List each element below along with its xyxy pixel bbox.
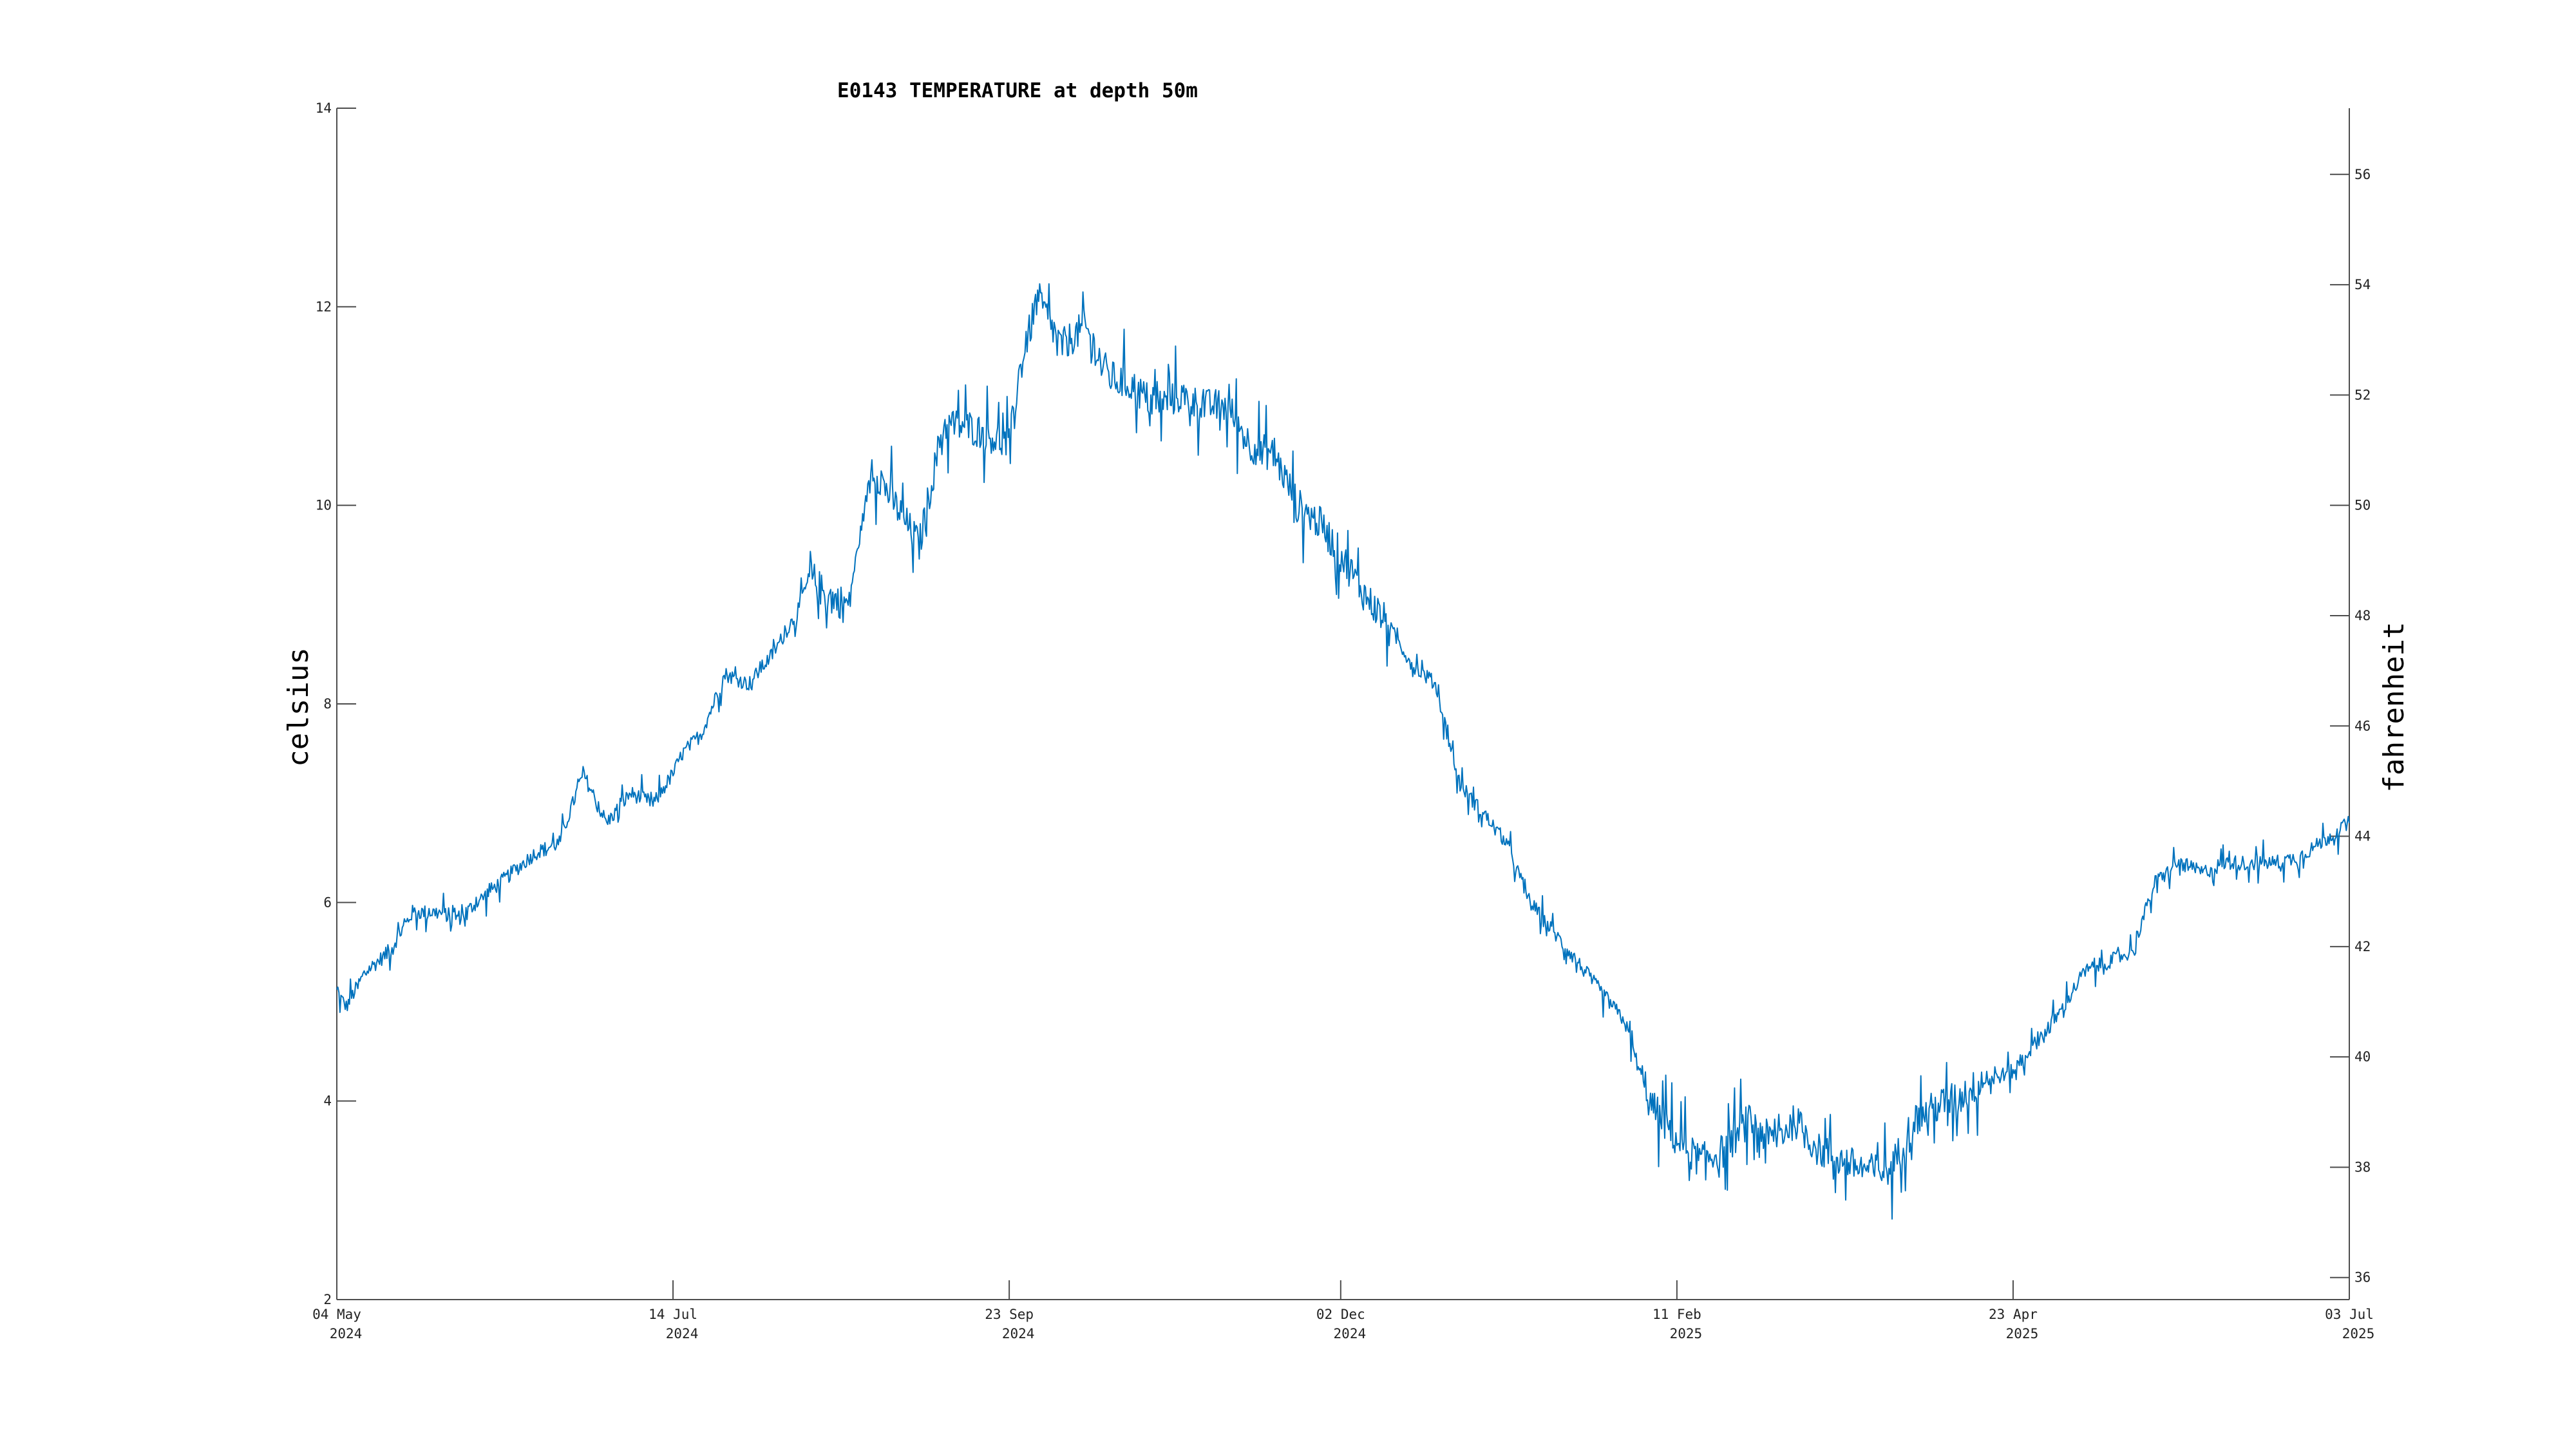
chart-title: E0143 TEMPERATURE at depth 50m (837, 79, 1198, 102)
y2-tick-label: 52 (2354, 387, 2371, 402)
x-tick-label: 14 Jul (649, 1307, 697, 1322)
y2-tick-label: 56 (2354, 167, 2371, 182)
temperature-series-line (336, 283, 2350, 1220)
y2-tick-label: 36 (2354, 1270, 2371, 1285)
y-tick-label: 2 (323, 1292, 332, 1307)
y-axis-label-fahrenheit: fahrenheit (2378, 622, 2410, 793)
x-tick-year-label: 2024 (1334, 1326, 1367, 1341)
y-tick-label: 10 (316, 498, 332, 513)
x-tick-label: 02 Dec (1316, 1307, 1365, 1322)
y2-tick-label: 42 (2354, 939, 2371, 954)
x-tick-label: 03 Jul (2325, 1307, 2374, 1322)
x-tick-year-label: 2025 (2342, 1326, 2375, 1341)
y2-tick-label: 46 (2354, 718, 2371, 734)
x-tick-label: 23 Apr (1989, 1307, 2038, 1322)
x-tick-label: 11 Feb (1653, 1307, 1701, 1322)
y2-tick-label: 48 (2354, 608, 2371, 623)
x-tick-year-label: 2025 (2006, 1326, 2039, 1341)
x-tick-year-label: 2024 (330, 1326, 363, 1341)
y2-tick-label: 44 (2354, 829, 2371, 844)
y-tick-label: 12 (316, 299, 332, 314)
y-tick-label: 6 (323, 895, 332, 910)
x-tick-label: 04 May (312, 1307, 361, 1322)
x-tick-year-label: 2024 (1002, 1326, 1035, 1341)
y-tick-label: 8 (323, 696, 332, 712)
x-tick-label: 23 Sep (985, 1307, 1034, 1322)
y-tick-label: 14 (316, 100, 332, 116)
y2-tick-label: 40 (2354, 1049, 2371, 1065)
y2-tick-label: 54 (2354, 277, 2371, 292)
y2-tick-label: 50 (2354, 498, 2371, 513)
x-tick-year-label: 2024 (666, 1326, 699, 1341)
series-group (336, 283, 2350, 1220)
x-tick-year-label: 2025 (1670, 1326, 1703, 1341)
y2-tick-label: 38 (2354, 1159, 2371, 1175)
y-tick-label: 4 (323, 1094, 332, 1109)
y-axis-label-celsius: celsius (282, 647, 315, 766)
